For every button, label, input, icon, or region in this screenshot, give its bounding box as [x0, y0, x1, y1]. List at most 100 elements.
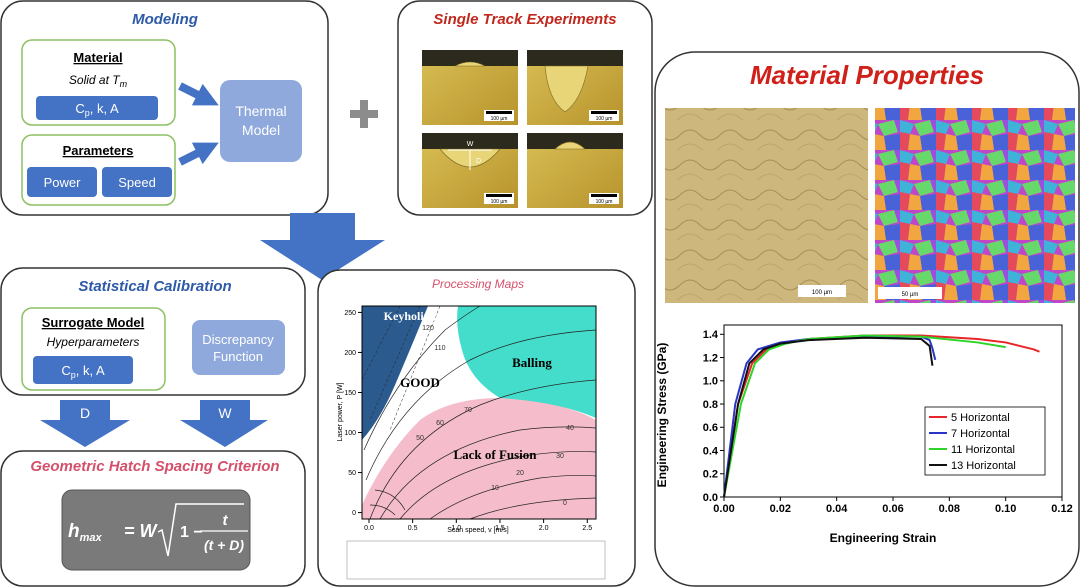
scale-line — [486, 111, 512, 114]
y-tick-label: 0.6 — [703, 422, 718, 434]
scale-line — [591, 194, 617, 197]
props-label: Cp, k, A — [75, 101, 119, 118]
x-tick-label: 1.5 — [495, 525, 505, 532]
down-arrow — [260, 213, 385, 280]
y-tick-label: 100 — [344, 430, 356, 437]
map-legend — [346, 540, 606, 580]
scale-bar — [798, 285, 846, 297]
scale-label: 50 µm — [902, 292, 919, 298]
w-arrow — [180, 400, 268, 447]
y-tick-label: 0.4 — [703, 445, 719, 457]
y-tick-label: 1.2 — [703, 352, 718, 364]
scale-bar — [484, 110, 514, 121]
discrepancy-box — [192, 320, 285, 375]
x-tick-label: 0.12 — [1051, 503, 1072, 515]
x-axis-title: Scan speed, v [m/s] — [447, 527, 509, 534]
note-text: Solid at T — [69, 73, 121, 87]
formula-box — [61, 489, 251, 571]
x-tick-label: 1.0 — [451, 525, 461, 532]
x-tick-label: 0.06 — [882, 503, 903, 515]
scale-label: 100 µm — [491, 116, 508, 122]
contour-label: 30 — [556, 453, 564, 460]
power-button — [27, 167, 97, 197]
y-tick-label: 200 — [344, 350, 356, 357]
contour-label: 0 — [563, 500, 567, 507]
d-label: D — [80, 405, 90, 421]
melt-pool — [454, 61, 486, 67]
region-label: GOOD — [400, 375, 440, 390]
regions — [361, 305, 597, 520]
y-tick-label: 0.8 — [703, 399, 718, 411]
h-sub: max — [80, 532, 103, 544]
plus-icon — [350, 100, 378, 128]
scale-label: 100 µm — [812, 290, 832, 296]
region-label: Keyholing — [384, 309, 437, 323]
thermal-model-box — [220, 80, 302, 162]
y-tick-label: 0.0 — [703, 492, 718, 504]
y-tick-label: 1.4 — [703, 329, 719, 341]
power-label: Power — [44, 175, 82, 190]
scale-bar — [589, 110, 619, 121]
thermal-model-line: Thermal — [235, 103, 286, 119]
x-tick-label: 2.0 — [539, 525, 549, 532]
surrogate-note: Hyperparameters — [47, 335, 140, 349]
props-button — [36, 96, 158, 120]
d-arrow — [40, 400, 130, 447]
x-tick-label: 2.5 — [582, 525, 592, 532]
formula-lhs: hmax — [68, 521, 103, 544]
h: h — [68, 521, 80, 542]
y-tick-label: 0 — [352, 510, 356, 517]
parameters-heading: Parameters — [63, 143, 134, 158]
optical-micrograph — [665, 108, 868, 303]
scale-label: 100 µm — [596, 116, 613, 122]
ebsd-map — [875, 108, 1075, 303]
c: C — [75, 101, 84, 116]
legend-label: 13 Horizontal — [951, 460, 1016, 472]
contour-label: 10 — [491, 485, 499, 492]
formula-one: 1 − — [180, 524, 203, 541]
contour-label: 110 — [434, 345, 445, 352]
x-tick-label: 0.04 — [826, 503, 848, 515]
formula: hmax = W 1 − t (t + D) — [68, 503, 248, 557]
surrogate-heading: Surrogate Model — [42, 315, 145, 330]
material-note: Solid at Tm — [69, 73, 128, 89]
scale-line — [591, 111, 617, 114]
scale-line — [486, 194, 512, 197]
y-axis-title: Laser power, P [W] — [337, 382, 344, 441]
series-line — [723, 336, 934, 498]
width-label: W — [467, 141, 474, 148]
speed-label: Speed — [118, 175, 156, 190]
melt-pool — [544, 65, 589, 113]
contour-label: 70 — [464, 407, 472, 414]
arrow — [178, 82, 219, 106]
legend — [924, 406, 1046, 476]
criterion-title: Geometric Hatch Spacing Criterion — [30, 458, 279, 475]
melt-pool — [554, 141, 586, 150]
region-label: Balling — [512, 355, 552, 370]
props-label: Cp, k, A — [61, 363, 105, 380]
formula-eq: = W — [124, 521, 159, 541]
props-button — [33, 356, 133, 384]
depth-label: D — [476, 158, 481, 165]
y-tick-label: 250 — [344, 310, 356, 317]
contour-label: 60 — [436, 420, 444, 427]
contour-label: 40 — [566, 425, 574, 432]
x-tick-label: 0.10 — [995, 503, 1016, 515]
stress-strain-chart: 0.00 0.02 0.04 0.06 0.08 0.10 0.12 0.0 0.2 0.4 0.6… — [703, 324, 1073, 515]
sqrt — [157, 503, 244, 557]
micrographs: 100 µm 100 µm 100 µm 100 µm W D — [422, 50, 623, 208]
y-tick-label: 1.0 — [703, 376, 718, 388]
single-track-title: Single Track Experiments — [433, 11, 616, 28]
x-axis-title: Engineering Strain — [830, 531, 937, 545]
hmax-lines — [361, 305, 441, 431]
region-keyholing — [362, 306, 428, 440]
contour-label: 50 — [416, 435, 424, 442]
mount — [527, 50, 623, 66]
scale-bar — [589, 193, 619, 204]
c: C — [61, 363, 70, 378]
mount — [422, 133, 518, 149]
plot-frame — [361, 305, 597, 520]
mount — [422, 50, 518, 66]
note-sub: m — [120, 79, 128, 89]
